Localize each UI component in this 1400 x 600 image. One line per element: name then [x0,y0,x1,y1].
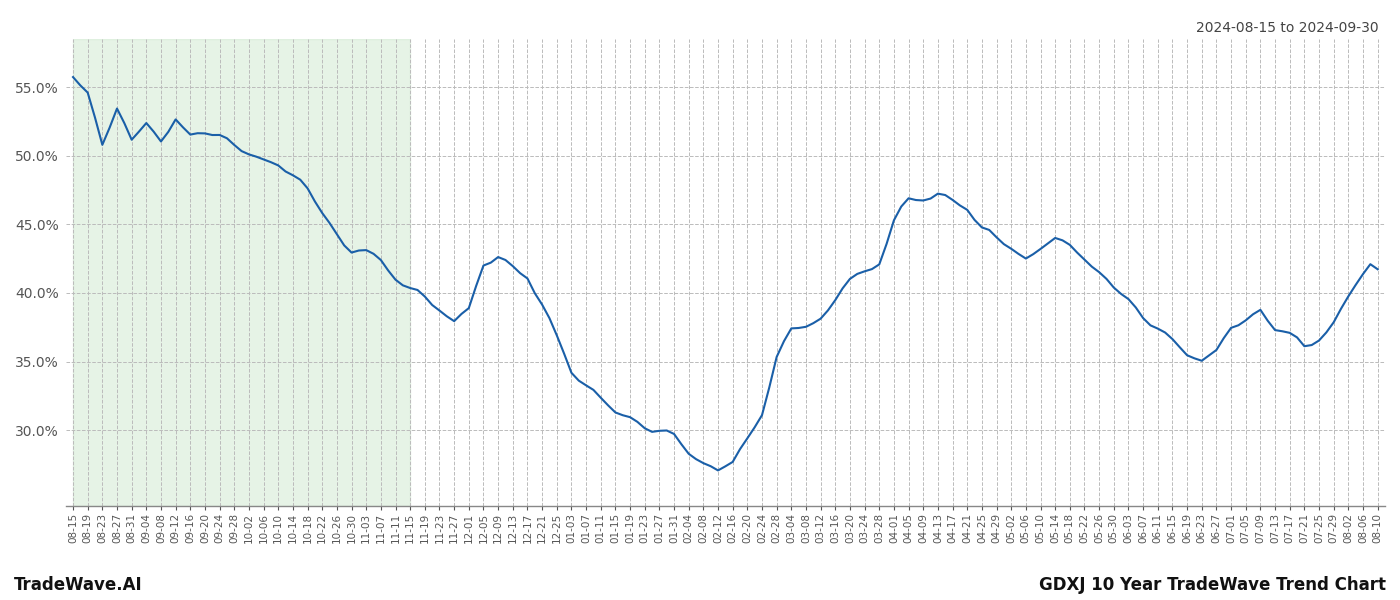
Bar [73,39,410,506]
Text: GDXJ 10 Year TradeWave Trend Chart: GDXJ 10 Year TradeWave Trend Chart [1039,576,1386,594]
Text: TradeWave.AI: TradeWave.AI [14,576,143,594]
Text: 2024-08-15 to 2024-09-30: 2024-08-15 to 2024-09-30 [1197,21,1379,35]
